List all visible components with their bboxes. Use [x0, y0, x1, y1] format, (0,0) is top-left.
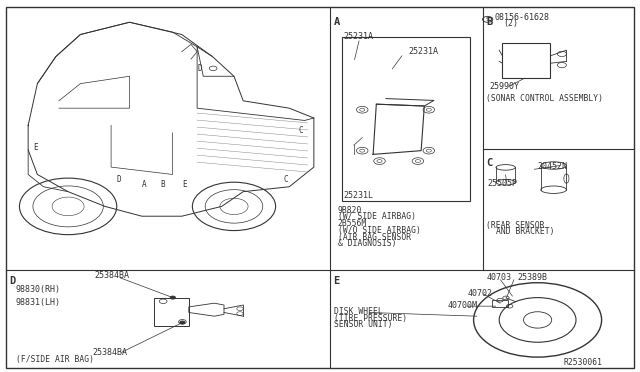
Text: C: C — [283, 175, 288, 184]
Text: A: A — [334, 17, 340, 27]
Text: 98830(RH): 98830(RH) — [16, 285, 61, 294]
Text: SENSOR UNIT): SENSOR UNIT) — [334, 320, 392, 329]
Text: 25389B: 25389B — [517, 273, 547, 282]
Text: B: B — [160, 180, 165, 189]
Text: 08156-61628: 08156-61628 — [495, 13, 550, 22]
Text: 9B820: 9B820 — [338, 206, 362, 215]
Text: 20452N: 20452N — [538, 162, 568, 171]
Bar — [342, 37, 470, 201]
Text: AND BRACKET): AND BRACKET) — [496, 227, 554, 236]
Text: 25384BA: 25384BA — [93, 348, 128, 357]
Text: 40702: 40702 — [467, 289, 492, 298]
Text: 40700M: 40700M — [448, 301, 478, 310]
Text: 25384BA: 25384BA — [95, 271, 130, 280]
Text: (2): (2) — [503, 19, 518, 28]
Text: S: S — [486, 17, 490, 22]
Text: & DIAGNOSIS): & DIAGNOSIS) — [338, 239, 396, 248]
Text: (W/O SIDE AIRBAG): (W/O SIDE AIRBAG) — [338, 225, 420, 234]
Text: D: D — [10, 276, 16, 286]
Text: D: D — [117, 175, 122, 184]
Text: E: E — [182, 180, 186, 189]
Text: B: B — [486, 17, 493, 27]
Text: (F/SIDE AIR BAG): (F/SIDE AIR BAG) — [16, 355, 94, 363]
Text: E: E — [333, 276, 339, 286]
Text: 2B556M: 2B556M — [338, 219, 367, 228]
Text: (TIRE PRESSURE): (TIRE PRESSURE) — [334, 314, 407, 323]
Text: DISK WHEEL: DISK WHEEL — [334, 307, 383, 316]
Text: A: A — [142, 180, 147, 189]
Text: E: E — [34, 143, 38, 152]
Bar — [492, 300, 508, 307]
Text: 25231A: 25231A — [343, 32, 373, 41]
Text: (AIR BAG SENSOR: (AIR BAG SENSOR — [338, 233, 411, 242]
Text: 98831(LH): 98831(LH) — [16, 298, 61, 307]
Text: 25505P: 25505P — [488, 179, 518, 188]
Text: 40703: 40703 — [486, 273, 511, 282]
Text: C: C — [298, 126, 303, 135]
Text: R2530061: R2530061 — [563, 357, 602, 366]
Bar — [154, 298, 189, 326]
Circle shape — [170, 296, 175, 299]
Text: C: C — [486, 158, 493, 168]
Text: 25231L: 25231L — [343, 191, 373, 200]
Text: 25231A: 25231A — [408, 47, 438, 56]
Text: (REAR SENSOR: (REAR SENSOR — [486, 221, 545, 230]
Text: (W/ SIDE AIRBAG): (W/ SIDE AIRBAG) — [338, 212, 416, 221]
Text: D: D — [197, 64, 202, 73]
Text: (SONAR CONTROL ASSEMBLY): (SONAR CONTROL ASSEMBLY) — [486, 94, 604, 103]
Text: 25990Y: 25990Y — [490, 82, 520, 91]
Circle shape — [180, 321, 185, 324]
